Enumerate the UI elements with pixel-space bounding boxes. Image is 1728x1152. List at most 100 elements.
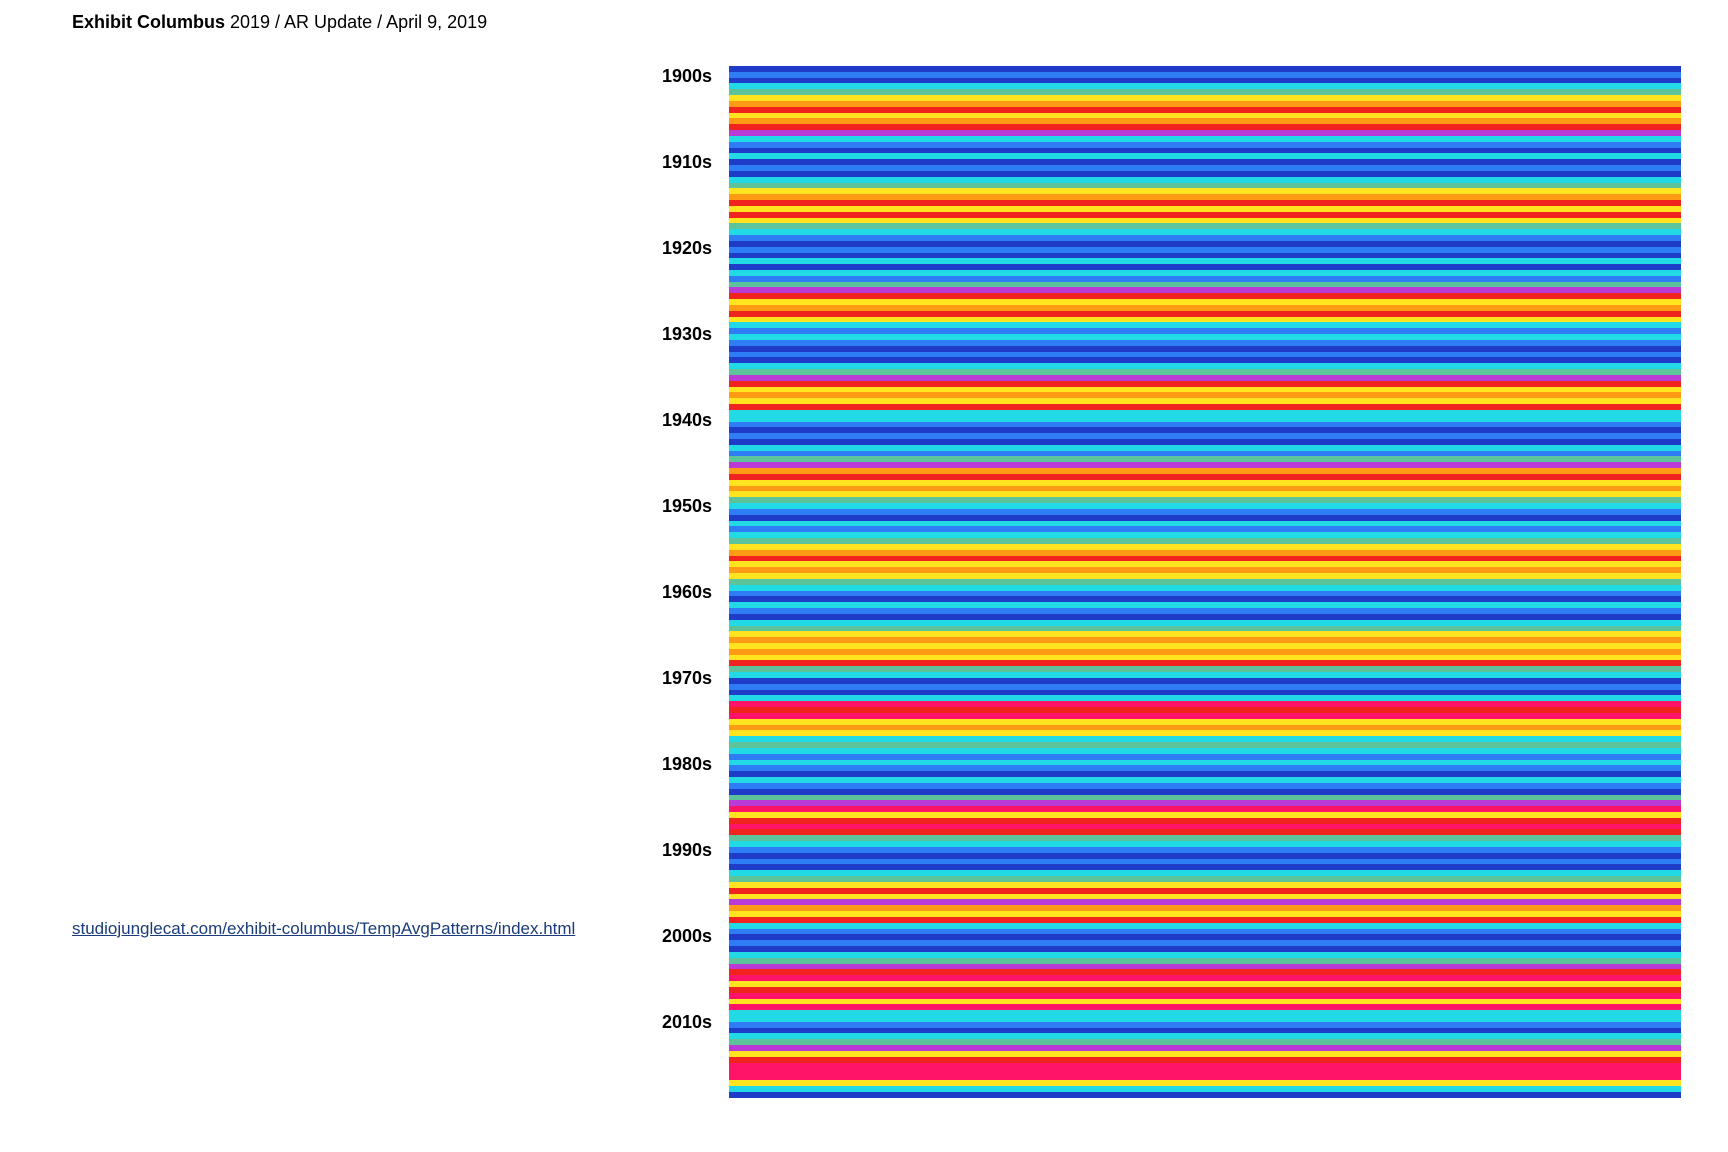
temperature-stripe bbox=[729, 893, 1681, 900]
temperature-stripe bbox=[729, 194, 1681, 201]
temperature-stripe bbox=[729, 386, 1681, 393]
temperature-stripe bbox=[729, 602, 1681, 609]
temperature-stripe bbox=[729, 351, 1681, 358]
temperature-stripe bbox=[729, 409, 1681, 416]
temperature-stripe bbox=[729, 269, 1681, 276]
temperature-stripe bbox=[729, 940, 1681, 947]
temperature-stripe bbox=[729, 264, 1681, 270]
temperature-stripe bbox=[729, 578, 1681, 585]
temperature-stripe bbox=[729, 392, 1681, 399]
temperature-stripe bbox=[729, 404, 1681, 410]
temperature-stripe bbox=[729, 806, 1681, 812]
decade-label: 2000s bbox=[661, 926, 712, 946]
temperature-stripe bbox=[729, 911, 1681, 917]
temperature-stripe bbox=[729, 584, 1681, 591]
temperature-stripe bbox=[729, 1050, 1681, 1057]
temperature-stripe bbox=[729, 747, 1681, 754]
temperature-stripe bbox=[729, 135, 1681, 142]
temperature-stripe bbox=[729, 648, 1681, 655]
temperature-stripe bbox=[729, 444, 1681, 451]
temperature-stripe bbox=[729, 112, 1681, 119]
temperature-stripe bbox=[729, 753, 1681, 760]
temperature-stripe bbox=[729, 1091, 1681, 1098]
temperature-stripe bbox=[729, 730, 1681, 737]
temperature-stripe bbox=[729, 66, 1681, 72]
temperature-stripe bbox=[729, 1027, 1681, 1034]
temperature-stripe bbox=[729, 654, 1681, 661]
temperature-stripe bbox=[729, 742, 1681, 748]
temperature-stripe bbox=[729, 981, 1681, 987]
temperature-stripe bbox=[729, 468, 1681, 474]
decade-label: 2010s bbox=[661, 1012, 712, 1032]
temperature-stripe bbox=[729, 258, 1681, 265]
temperature-stripe bbox=[729, 339, 1681, 346]
temperature-stripe bbox=[729, 374, 1681, 381]
temperature-stripe bbox=[729, 689, 1681, 696]
temperature-stripe bbox=[729, 928, 1681, 935]
temperature-stripe bbox=[729, 1068, 1681, 1075]
temperature-stripe bbox=[729, 969, 1681, 976]
temperature-stripe bbox=[729, 538, 1681, 544]
temperature-stripe bbox=[729, 153, 1681, 160]
temperature-stripe bbox=[729, 235, 1681, 241]
temperature-stripe bbox=[729, 899, 1681, 906]
temperature-stripe bbox=[729, 485, 1681, 492]
temperature-stripe bbox=[729, 1010, 1681, 1016]
temperature-stripe bbox=[729, 124, 1681, 131]
temperature-stripe bbox=[729, 660, 1681, 667]
decade-label: 1900s bbox=[661, 66, 712, 86]
temperature-stripe bbox=[729, 287, 1681, 294]
temperature-stripe bbox=[729, 77, 1681, 84]
temperature-stripe bbox=[729, 299, 1681, 305]
temperature-stripe bbox=[729, 240, 1681, 247]
temperature-stripe bbox=[729, 229, 1681, 236]
temperature-stripe bbox=[729, 986, 1681, 993]
temperature-stripe bbox=[729, 170, 1681, 177]
header-subtitle: 2019 / AR Update / April 9, 2019 bbox=[225, 12, 488, 32]
temperature-stripe bbox=[729, 462, 1681, 469]
temperature-stripe bbox=[729, 95, 1681, 101]
temperature-stripe bbox=[729, 975, 1681, 982]
temperature-stripe bbox=[729, 450, 1681, 457]
temperature-stripe bbox=[729, 876, 1681, 882]
temperature-stripe bbox=[729, 357, 1681, 364]
temperature-stripe bbox=[729, 777, 1681, 783]
temperature-stripe bbox=[729, 421, 1681, 428]
temperature-stripe bbox=[729, 398, 1681, 405]
decade-label: 1950s bbox=[661, 496, 712, 516]
temperature-stripe bbox=[729, 334, 1681, 340]
temperature-stripe bbox=[729, 147, 1681, 154]
temperature-stripe bbox=[729, 304, 1681, 311]
temperature-stripe bbox=[729, 141, 1681, 148]
temperature-stripe bbox=[729, 130, 1681, 136]
temperature-stripe bbox=[729, 916, 1681, 923]
temperature-stripe bbox=[729, 881, 1681, 888]
temperature-stripe bbox=[729, 841, 1681, 847]
temperature-stripe bbox=[729, 683, 1681, 690]
temperature-stripe bbox=[729, 817, 1681, 824]
temperature-stripe bbox=[729, 106, 1681, 113]
decade-label: 1980s bbox=[661, 754, 712, 774]
temperature-stripe bbox=[729, 992, 1681, 999]
temperature-stripe bbox=[729, 439, 1681, 445]
temperature-stripe bbox=[729, 852, 1681, 859]
temperature-stripe bbox=[729, 771, 1681, 778]
temperature-stripe bbox=[729, 596, 1681, 603]
temperature-stripe bbox=[729, 281, 1681, 288]
temperature-stripe bbox=[729, 870, 1681, 877]
temperature-stripe bbox=[729, 608, 1681, 614]
temperature-stripe bbox=[729, 1015, 1681, 1022]
temperature-stripe bbox=[729, 293, 1681, 300]
temperature-stripe bbox=[729, 223, 1681, 230]
temperature-stripe bbox=[729, 707, 1681, 713]
project-link[interactable]: studiojunglecat.com/exhibit-columbus/Tem… bbox=[72, 919, 576, 938]
temperature-stripe bbox=[729, 625, 1681, 632]
temperature-stripe bbox=[729, 666, 1681, 673]
temperature-stripe bbox=[729, 759, 1681, 766]
temperature-stripe bbox=[729, 252, 1681, 259]
temperature-stripe bbox=[729, 555, 1681, 562]
temperature-stripe bbox=[729, 514, 1681, 521]
temperature-stripe bbox=[729, 736, 1681, 743]
temperature-stripe bbox=[729, 182, 1681, 189]
temperature-stripe bbox=[729, 1033, 1681, 1040]
